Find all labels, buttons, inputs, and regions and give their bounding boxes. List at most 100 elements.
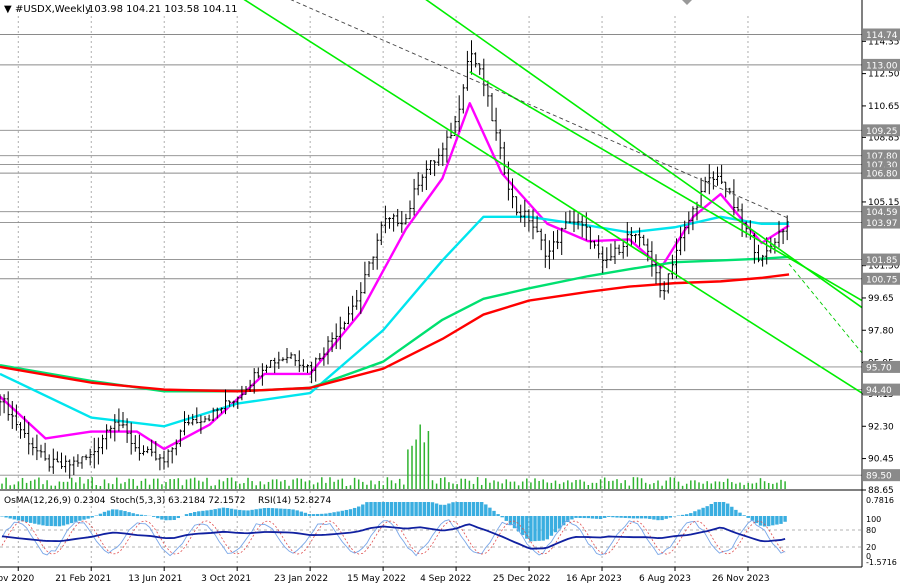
x-tick-label: 26 Nov 2023 bbox=[712, 574, 770, 584]
trend-line bbox=[243, 0, 863, 394]
osma-bar bbox=[381, 502, 385, 516]
osma-bar bbox=[90, 516, 94, 518]
osma-bar bbox=[516, 516, 521, 532]
osma-bar bbox=[24, 516, 29, 523]
osma-bar bbox=[508, 516, 513, 525]
osma-bar bbox=[533, 516, 537, 542]
osma-bar bbox=[762, 516, 767, 527]
osma-bar bbox=[65, 516, 70, 525]
osma-bar bbox=[455, 502, 459, 516]
osma-bar bbox=[697, 509, 701, 516]
osma-bar bbox=[549, 516, 554, 536]
osma-bar bbox=[156, 516, 160, 519]
y-tick-label: 101.50 bbox=[868, 262, 900, 272]
osma-bar bbox=[254, 509, 258, 516]
level-label: 113.00 bbox=[866, 61, 898, 71]
osma-bar bbox=[209, 509, 213, 516]
osma-bar bbox=[373, 502, 377, 516]
indicator-tick-label: 0 bbox=[866, 552, 871, 561]
y-tick-label: 112.50 bbox=[868, 70, 900, 80]
x-tick-label: 21 Feb 2021 bbox=[55, 574, 111, 584]
osma-bar bbox=[537, 516, 541, 541]
osma-bar bbox=[217, 508, 221, 516]
symbol-dropdown-icon[interactable]: ▼ bbox=[4, 4, 12, 15]
osma-bar bbox=[393, 502, 398, 516]
osma-bar bbox=[57, 516, 62, 527]
osma-bar bbox=[709, 503, 713, 516]
level-label: 101.85 bbox=[866, 256, 898, 266]
osma-bar bbox=[701, 507, 705, 516]
osma-bar bbox=[771, 516, 775, 526]
x-tick-label: 13 Jun 2021 bbox=[128, 574, 182, 584]
osma-label: OsMA(12,26,9) 0.2304 bbox=[4, 496, 106, 506]
osma-bar bbox=[4, 516, 8, 518]
osma-bar bbox=[139, 514, 144, 516]
osma-bar bbox=[135, 514, 139, 516]
osma-bar bbox=[648, 516, 652, 519]
osma-bar bbox=[443, 504, 447, 516]
y-tick-label: 110.65 bbox=[868, 102, 900, 112]
x-tick-label: 16 Apr 2023 bbox=[566, 574, 622, 584]
osma-bar bbox=[598, 516, 603, 520]
osma-bar bbox=[480, 502, 484, 516]
osma-bar bbox=[685, 514, 689, 516]
osma-bar bbox=[492, 510, 496, 516]
osma-bar bbox=[525, 516, 529, 539]
scroll-marker-icon[interactable] bbox=[682, 0, 692, 5]
osma-bar bbox=[463, 502, 467, 516]
osma-bar bbox=[188, 512, 193, 516]
level-label: 104.59 bbox=[866, 208, 898, 218]
osma-bar bbox=[566, 516, 570, 523]
osma-bar bbox=[33, 516, 37, 524]
osma-bar bbox=[611, 516, 615, 518]
stoch-label: Stoch(5,3,3) 63.2184 72.1572 bbox=[110, 496, 245, 506]
osma-bar bbox=[221, 507, 226, 516]
osma-bar bbox=[365, 502, 369, 516]
osma-bar bbox=[184, 514, 189, 516]
level-label: 106.80 bbox=[866, 170, 898, 180]
x-tick-label: 15 May 2022 bbox=[347, 574, 406, 584]
osma-bar bbox=[201, 510, 205, 516]
level-tag bbox=[863, 28, 900, 41]
osma-bar bbox=[746, 516, 750, 518]
osma-bar bbox=[631, 516, 636, 519]
osma-bar bbox=[225, 508, 230, 516]
osma-bar bbox=[447, 503, 451, 516]
osma-bar bbox=[287, 509, 291, 516]
osma-bar bbox=[767, 516, 771, 527]
indicator-tick-label: 20 bbox=[866, 543, 876, 552]
osma-bar bbox=[639, 516, 644, 519]
osma-bar bbox=[303, 512, 308, 516]
y-tick-label: 114.35 bbox=[868, 37, 900, 47]
osma-bar bbox=[471, 502, 476, 516]
osma-bar bbox=[689, 513, 693, 516]
osma-bar bbox=[615, 516, 619, 518]
osma-bar bbox=[115, 509, 119, 516]
osma-bar bbox=[74, 516, 78, 522]
osma-bar bbox=[717, 502, 722, 516]
osma-bar bbox=[377, 502, 381, 516]
rsi-line bbox=[1, 523, 786, 550]
osma-bar bbox=[307, 513, 312, 516]
level-label: 107.80 bbox=[866, 152, 898, 162]
osma-bar bbox=[78, 516, 82, 521]
osma-bar bbox=[713, 502, 718, 516]
osma-bar bbox=[644, 516, 648, 519]
osma-bar bbox=[172, 516, 176, 520]
osma-bar bbox=[336, 511, 340, 516]
osma-bar bbox=[295, 510, 299, 516]
osma-bar bbox=[619, 516, 623, 518]
osma-bar bbox=[176, 516, 180, 519]
level-tag bbox=[863, 383, 900, 396]
osma-bar bbox=[168, 516, 172, 521]
level-tag bbox=[863, 58, 900, 71]
chart-title: #USDX,Weekly bbox=[15, 4, 91, 15]
osma-bar bbox=[738, 512, 742, 516]
y-tick-label: 99.65 bbox=[868, 294, 894, 304]
osma-bar bbox=[779, 516, 783, 524]
osma-bar bbox=[660, 516, 664, 521]
time-axis: 1 Nov 2020 21 Feb 2021 13 Jun 2021 3 Oct 20… bbox=[0, 567, 770, 584]
osma-bar bbox=[758, 516, 763, 526]
level-tag bbox=[863, 216, 900, 229]
